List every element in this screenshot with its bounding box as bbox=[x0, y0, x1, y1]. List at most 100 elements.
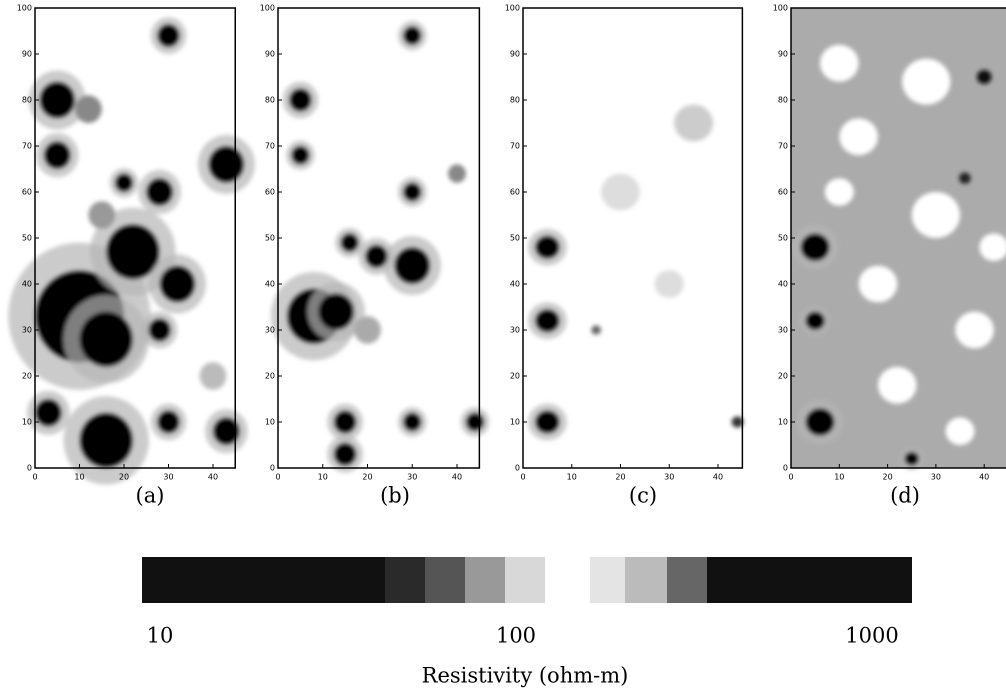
anomalies bbox=[8, 17, 255, 485]
anomaly bbox=[959, 172, 971, 184]
colorbar-tick-label: 100 bbox=[496, 624, 536, 648]
anomaly bbox=[904, 451, 919, 466]
anomaly bbox=[79, 311, 133, 367]
anomaly bbox=[403, 412, 422, 432]
y-tick-label: 10 bbox=[265, 418, 275, 427]
y-tick-label: 0 bbox=[27, 464, 32, 473]
x-tick-label: 10 bbox=[318, 473, 328, 482]
anomaly bbox=[88, 201, 116, 229]
anomaly bbox=[75, 95, 102, 123]
colorbar-segment bbox=[667, 557, 707, 603]
panel-background bbox=[278, 8, 480, 468]
x-tick-label: 10 bbox=[74, 473, 84, 482]
anomaly bbox=[394, 247, 431, 284]
colorbar bbox=[142, 557, 912, 603]
anomaly bbox=[208, 146, 245, 183]
y-tick-label: 40 bbox=[510, 280, 520, 289]
y-tick-label: 20 bbox=[265, 372, 275, 381]
anomaly bbox=[805, 311, 825, 330]
anomaly bbox=[289, 88, 312, 112]
y-tick-label: 10 bbox=[22, 418, 32, 427]
x-tick-label: 20 bbox=[883, 473, 893, 482]
colorbar-segment bbox=[707, 557, 912, 603]
anomaly bbox=[146, 178, 173, 206]
anomaly bbox=[157, 410, 180, 434]
anomaly bbox=[213, 417, 240, 446]
anomaly bbox=[858, 265, 898, 303]
colorbar-segment bbox=[425, 557, 465, 603]
anomaly bbox=[148, 318, 171, 342]
y-tick-label: 0 bbox=[515, 464, 520, 473]
anomaly bbox=[591, 325, 601, 335]
y-tick-label: 30 bbox=[265, 326, 275, 335]
x-tick-label: 40 bbox=[452, 473, 462, 482]
y-tick-label: 10 bbox=[510, 418, 520, 427]
y-tick-label: 80 bbox=[22, 96, 32, 105]
anomaly bbox=[535, 410, 560, 434]
y-tick-label: 40 bbox=[22, 280, 32, 289]
y-tick-label: 100 bbox=[773, 4, 788, 13]
y-tick-label: 70 bbox=[778, 142, 788, 151]
anomaly bbox=[877, 366, 917, 404]
panel-label: (b) bbox=[380, 484, 410, 508]
x-tick-label: 10 bbox=[834, 473, 844, 482]
anomaly bbox=[979, 233, 1006, 261]
anomaly bbox=[674, 104, 714, 142]
anomaly bbox=[39, 81, 76, 119]
y-tick-label: 0 bbox=[783, 464, 788, 473]
y-tick-label: 50 bbox=[22, 234, 32, 243]
anomaly bbox=[403, 26, 422, 45]
y-tick-label: 40 bbox=[778, 280, 788, 289]
anomaly bbox=[535, 235, 560, 259]
y-tick-label: 30 bbox=[778, 326, 788, 335]
anomaly bbox=[819, 44, 859, 82]
y-tick-label: 20 bbox=[778, 372, 788, 381]
colorbar-segment bbox=[385, 557, 425, 603]
anomaly bbox=[654, 270, 684, 298]
y-tick-label: 100 bbox=[505, 4, 520, 13]
anomaly bbox=[43, 141, 71, 169]
y-tick-label: 60 bbox=[22, 188, 32, 197]
colorbar-segment bbox=[625, 557, 667, 603]
map-panel: 0 10 20 30 40 50 60 70 80 90 100 0 10 20 30 40 bbox=[260, 4, 490, 482]
anomaly bbox=[601, 173, 640, 211]
x-tick-label: 0 bbox=[275, 473, 280, 482]
x-tick-label: 40 bbox=[979, 473, 989, 482]
colorbar-segment bbox=[142, 557, 385, 603]
anomalies bbox=[791, 44, 1006, 470]
colorbar-segment bbox=[505, 557, 545, 603]
panel-label: (c) bbox=[629, 484, 657, 508]
colorbar-title: Resistivity (ohm-m) bbox=[422, 664, 629, 688]
anomaly bbox=[333, 442, 357, 466]
x-tick-label: 10 bbox=[567, 473, 577, 482]
y-tick-label: 90 bbox=[778, 50, 788, 59]
anomaly bbox=[159, 265, 196, 303]
anomaly bbox=[157, 24, 180, 48]
x-tick-label: 40 bbox=[208, 473, 218, 482]
panel-label: (a) bbox=[136, 484, 165, 508]
anomaly bbox=[365, 244, 388, 268]
anomalies bbox=[527, 104, 744, 441]
y-tick-label: 90 bbox=[22, 50, 32, 59]
anomaly bbox=[354, 316, 381, 344]
y-tick-label: 70 bbox=[510, 142, 520, 151]
x-tick-label: 20 bbox=[119, 473, 129, 482]
y-tick-label: 80 bbox=[265, 96, 275, 105]
y-tick-label: 0 bbox=[270, 464, 275, 473]
anomaly bbox=[318, 293, 355, 330]
x-tick-label: 0 bbox=[32, 473, 37, 482]
y-tick-label: 20 bbox=[22, 372, 32, 381]
map-panel: 0 10 20 30 40 50 60 70 80 90 100 0 10 20 30 40 bbox=[8, 4, 255, 485]
y-tick-label: 90 bbox=[265, 50, 275, 59]
y-tick-label: 70 bbox=[22, 142, 32, 151]
y-tick-label: 70 bbox=[265, 142, 275, 151]
colorbar-tick-label: 1000 bbox=[845, 624, 898, 648]
map-panel: 0 10 20 30 40 50 60 70 80 90 100 0 10 20 30 40 bbox=[505, 4, 744, 482]
y-tick-label: 60 bbox=[510, 188, 520, 197]
anomaly bbox=[839, 118, 878, 156]
anomaly bbox=[800, 233, 830, 261]
y-tick-label: 50 bbox=[510, 234, 520, 243]
x-tick-label: 30 bbox=[931, 473, 941, 482]
anomalies bbox=[270, 20, 490, 473]
y-tick-label: 60 bbox=[265, 188, 275, 197]
